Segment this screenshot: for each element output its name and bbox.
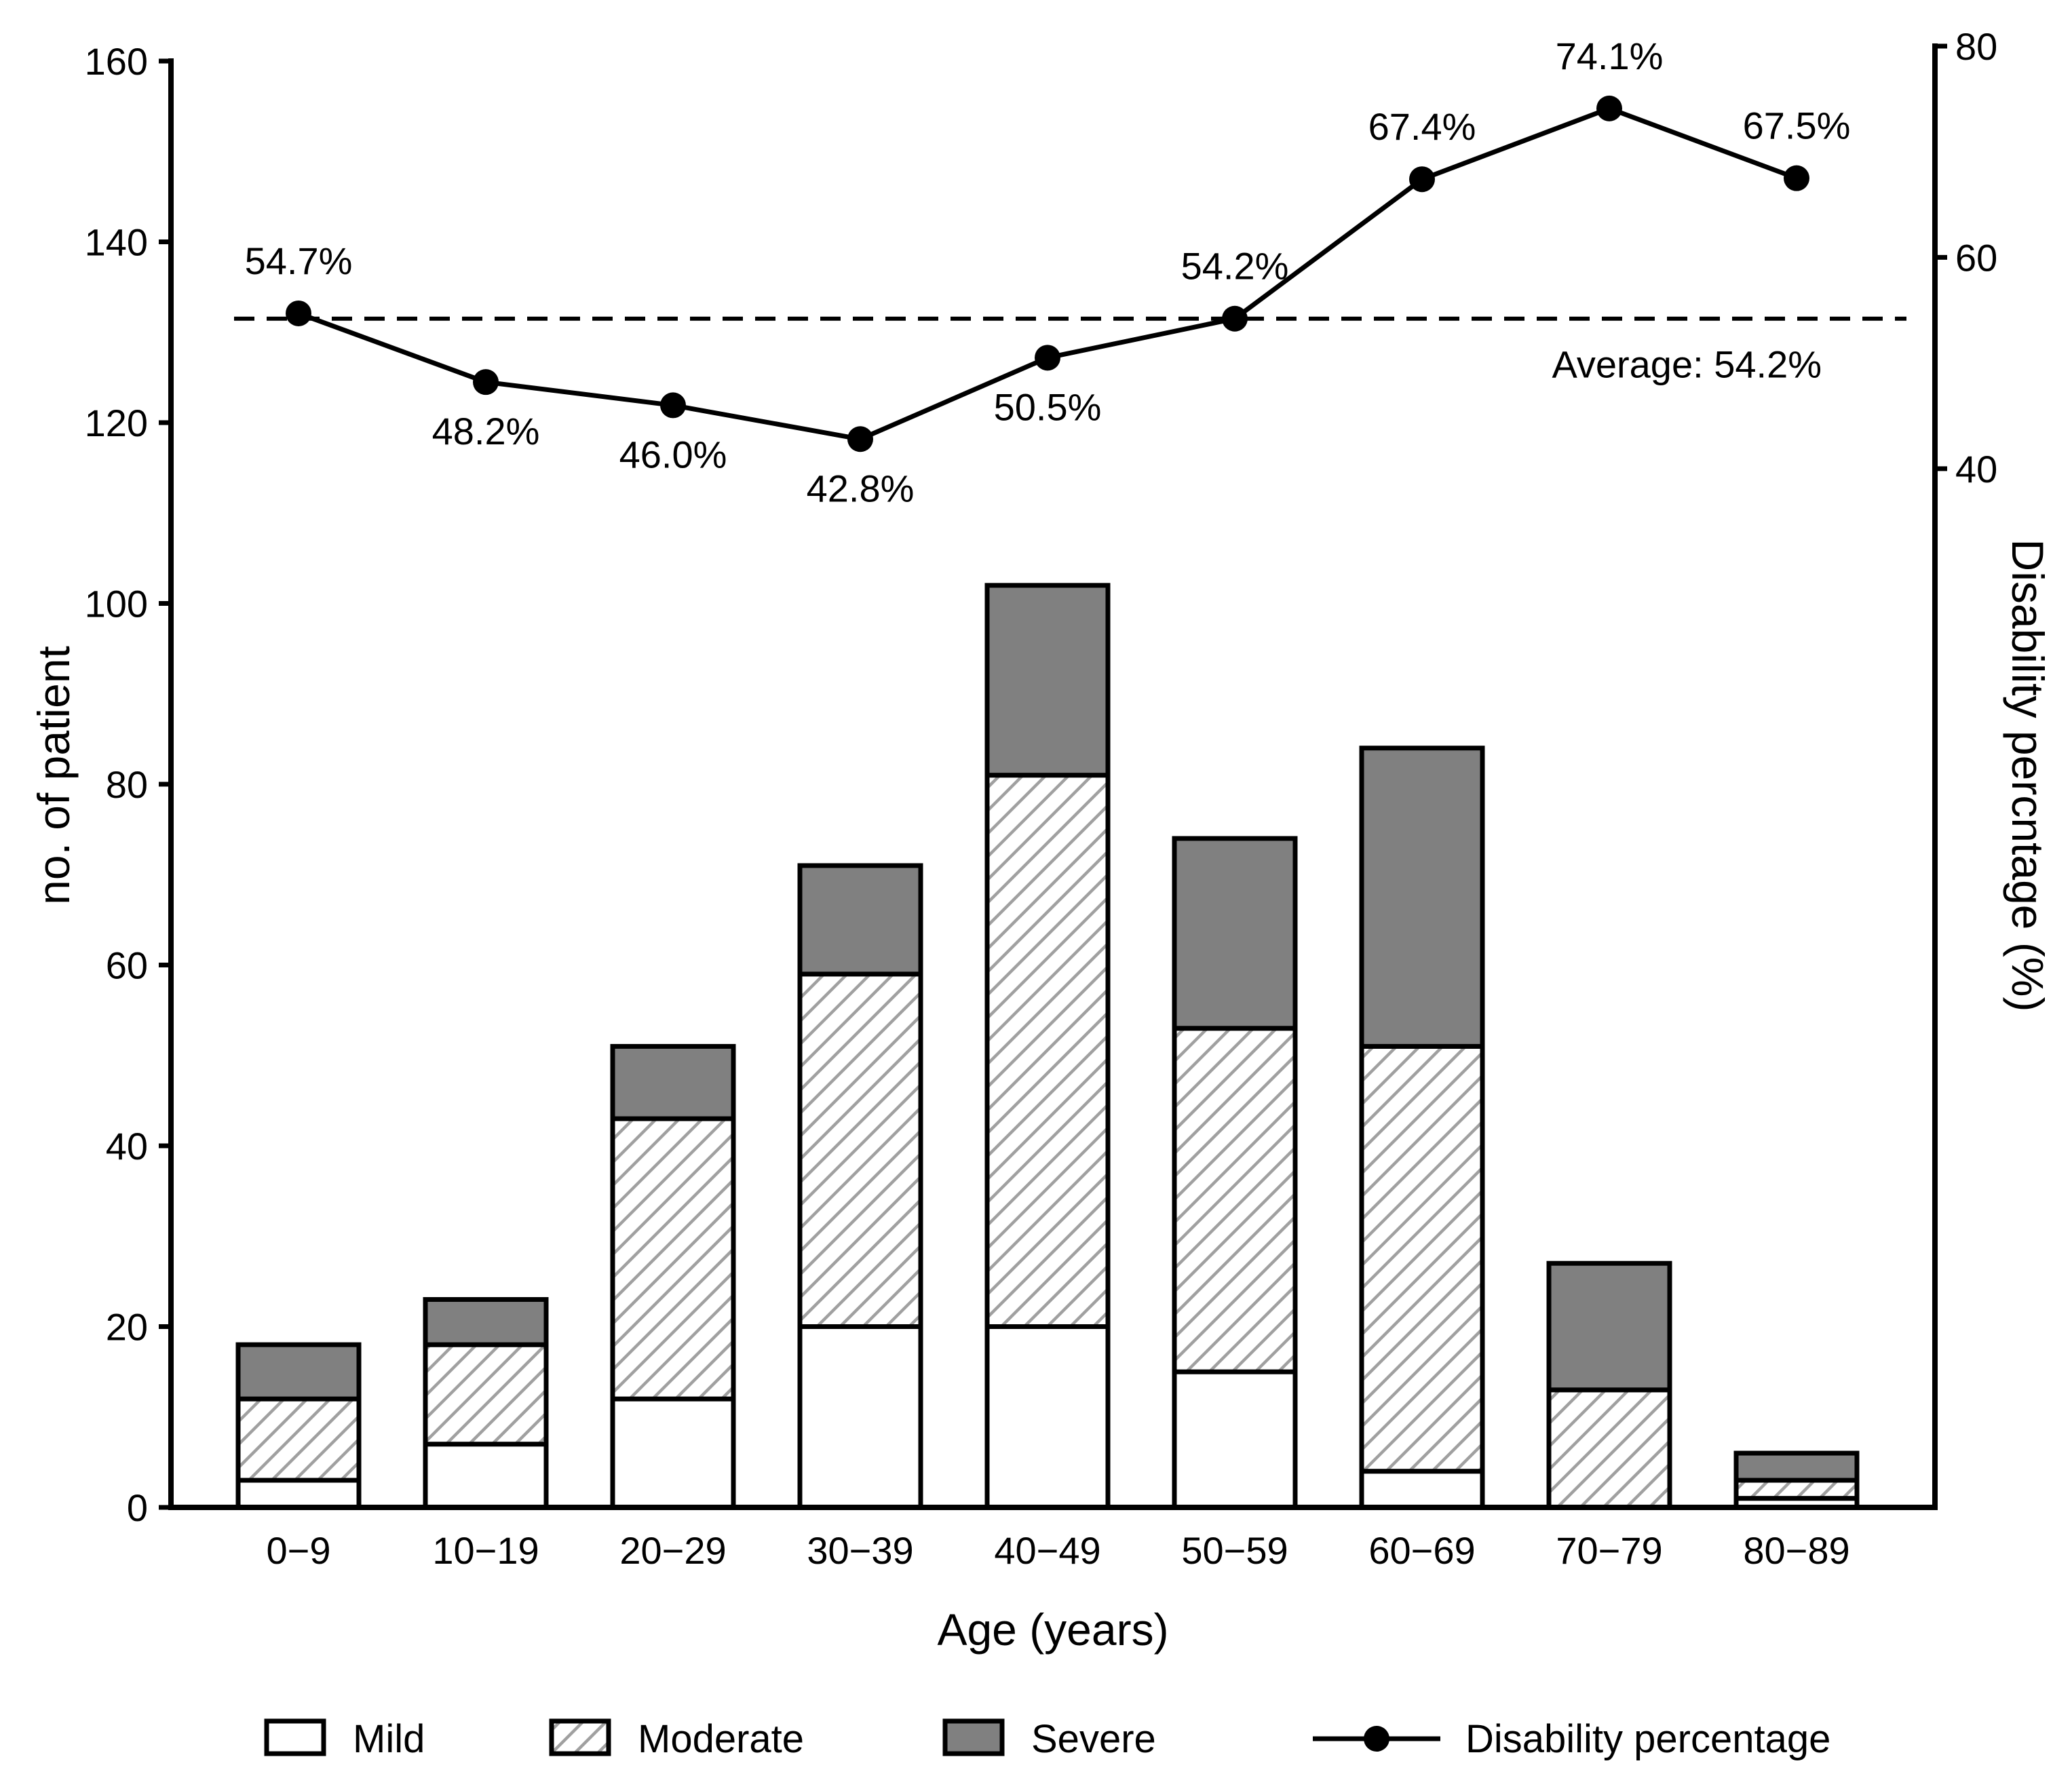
- bar-moderate-6: [1359, 1043, 1485, 1474]
- y-tick-label-40: 40: [106, 1125, 148, 1168]
- bar-severe-5: [1172, 836, 1298, 1031]
- bar-severe-8: [1733, 1450, 1860, 1483]
- y-tick-label-20: 20: [106, 1306, 148, 1349]
- legend: Mild Moderate Severe Disability percenta…: [264, 1717, 1830, 1761]
- disability-point-3: [847, 426, 873, 452]
- disability-point-4: [1035, 345, 1060, 371]
- y-axis-title: no. of patient: [28, 646, 79, 905]
- bar-moderate-4: [984, 773, 1111, 1330]
- bar-mild-3: [797, 1324, 923, 1510]
- average-layer: Average: 54.2%: [234, 316, 1906, 386]
- disability-label-8: 67.5%: [1743, 104, 1851, 147]
- bars-group: [235, 583, 1860, 1510]
- disability-point-0: [286, 300, 311, 326]
- right-y-ticks: 40 60 80: [1935, 25, 1997, 490]
- disability-label-0: 54.7%: [245, 239, 353, 282]
- bar-mild-2: [610, 1396, 736, 1510]
- disability-point-2: [660, 392, 686, 419]
- y2-tick-label-60: 60: [1955, 236, 1997, 279]
- disability-label-6: 67.4%: [1368, 105, 1476, 148]
- bar-mild-1: [423, 1442, 549, 1510]
- x-tick-label-2: 20−29: [619, 1529, 726, 1572]
- bar-moderate-0: [235, 1396, 362, 1483]
- bar-severe-2: [610, 1043, 736, 1121]
- bar-mild-0: [235, 1478, 362, 1510]
- bar-moderate-2: [610, 1116, 736, 1402]
- bar-severe-7: [1546, 1260, 1672, 1393]
- x-tick-label-0: 0−9: [267, 1529, 331, 1572]
- bar-severe-0: [235, 1342, 362, 1402]
- disability-line-layer: 54.7% 48.2% 46.0% 42.8% 50.5% 54.2% 67.4% 74.1%…: [245, 35, 1851, 509]
- y-tick-label-140: 140: [85, 221, 148, 264]
- legend-swatch-mild: [264, 1718, 326, 1756]
- bar-mild-4: [984, 1324, 1111, 1510]
- legend-line-marker: [1364, 1726, 1389, 1752]
- x-tick-label-8: 80−89: [1743, 1529, 1849, 1572]
- disability-label-5: 54.2%: [1181, 245, 1289, 288]
- disability-label-7: 74.1%: [1556, 35, 1664, 77]
- bar-moderate-8: [1733, 1478, 1860, 1501]
- bar-moderate-3: [797, 971, 923, 1329]
- disability-label-4: 50.5%: [994, 385, 1102, 428]
- bar-severe-3: [797, 863, 923, 977]
- legend-label-severe: Severe: [1031, 1717, 1156, 1761]
- bar-moderate-1: [423, 1342, 549, 1447]
- legend-label-mild: Mild: [353, 1717, 425, 1761]
- bar-severe-4: [984, 583, 1111, 778]
- left-y-ticks: 0 20 40 60 80 100 120 140 160: [85, 40, 171, 1529]
- y-tick-label-160: 160: [85, 40, 148, 83]
- x-tick-label-5: 50−59: [1181, 1529, 1288, 1572]
- average-label: Average: 54.2%: [1552, 343, 1822, 386]
- disability-label-2: 46.0%: [619, 433, 727, 476]
- x-tick-label-3: 30−39: [807, 1529, 913, 1572]
- legend-swatch-severe: [942, 1718, 1005, 1756]
- y-tick-label-0: 0: [127, 1486, 148, 1529]
- x-tick-label-4: 40−49: [994, 1529, 1100, 1572]
- disability-point-7: [1596, 95, 1622, 121]
- bar-moderate-7: [1546, 1387, 1672, 1510]
- disability-point-8: [1784, 165, 1809, 191]
- x-tick-labels: 0−9 10−19 20−29 30−39 40−49 50−59 60−69 70−79 80…: [267, 1529, 1850, 1572]
- bar-mild-5: [1172, 1369, 1298, 1510]
- legend-label-moderate: Moderate: [638, 1717, 804, 1761]
- disability-label-1: 48.2%: [432, 410, 540, 452]
- y-tick-label-100: 100: [85, 583, 148, 625]
- x-axis-title: Age (years): [937, 1604, 1168, 1655]
- y-tick-label-120: 120: [85, 402, 148, 444]
- legend-swatch-moderate: [549, 1718, 611, 1756]
- disability-point-5: [1222, 305, 1248, 332]
- bar-severe-6: [1359, 746, 1485, 1049]
- y-tick-label-60: 60: [106, 944, 148, 987]
- y2-axis-title: Disability percntage (%): [2003, 539, 2053, 1012]
- y2-tick-label-80: 80: [1955, 25, 1997, 68]
- disability-point-1: [473, 369, 499, 396]
- bar-severe-1: [423, 1297, 549, 1347]
- x-tick-label-7: 70−79: [1556, 1529, 1662, 1572]
- y-tick-label-80: 80: [106, 763, 148, 806]
- bar-mild-6: [1359, 1469, 1485, 1510]
- disability-label-3: 42.8%: [807, 467, 915, 509]
- x-tick-label-1: 10−19: [432, 1529, 539, 1572]
- bar-moderate-5: [1172, 1026, 1298, 1374]
- legend-label-disability: Disability percentage: [1465, 1717, 1830, 1761]
- disability-point-6: [1409, 166, 1435, 193]
- y2-tick-label-40: 40: [1955, 448, 1997, 490]
- x-tick-label-6: 60−69: [1368, 1529, 1475, 1572]
